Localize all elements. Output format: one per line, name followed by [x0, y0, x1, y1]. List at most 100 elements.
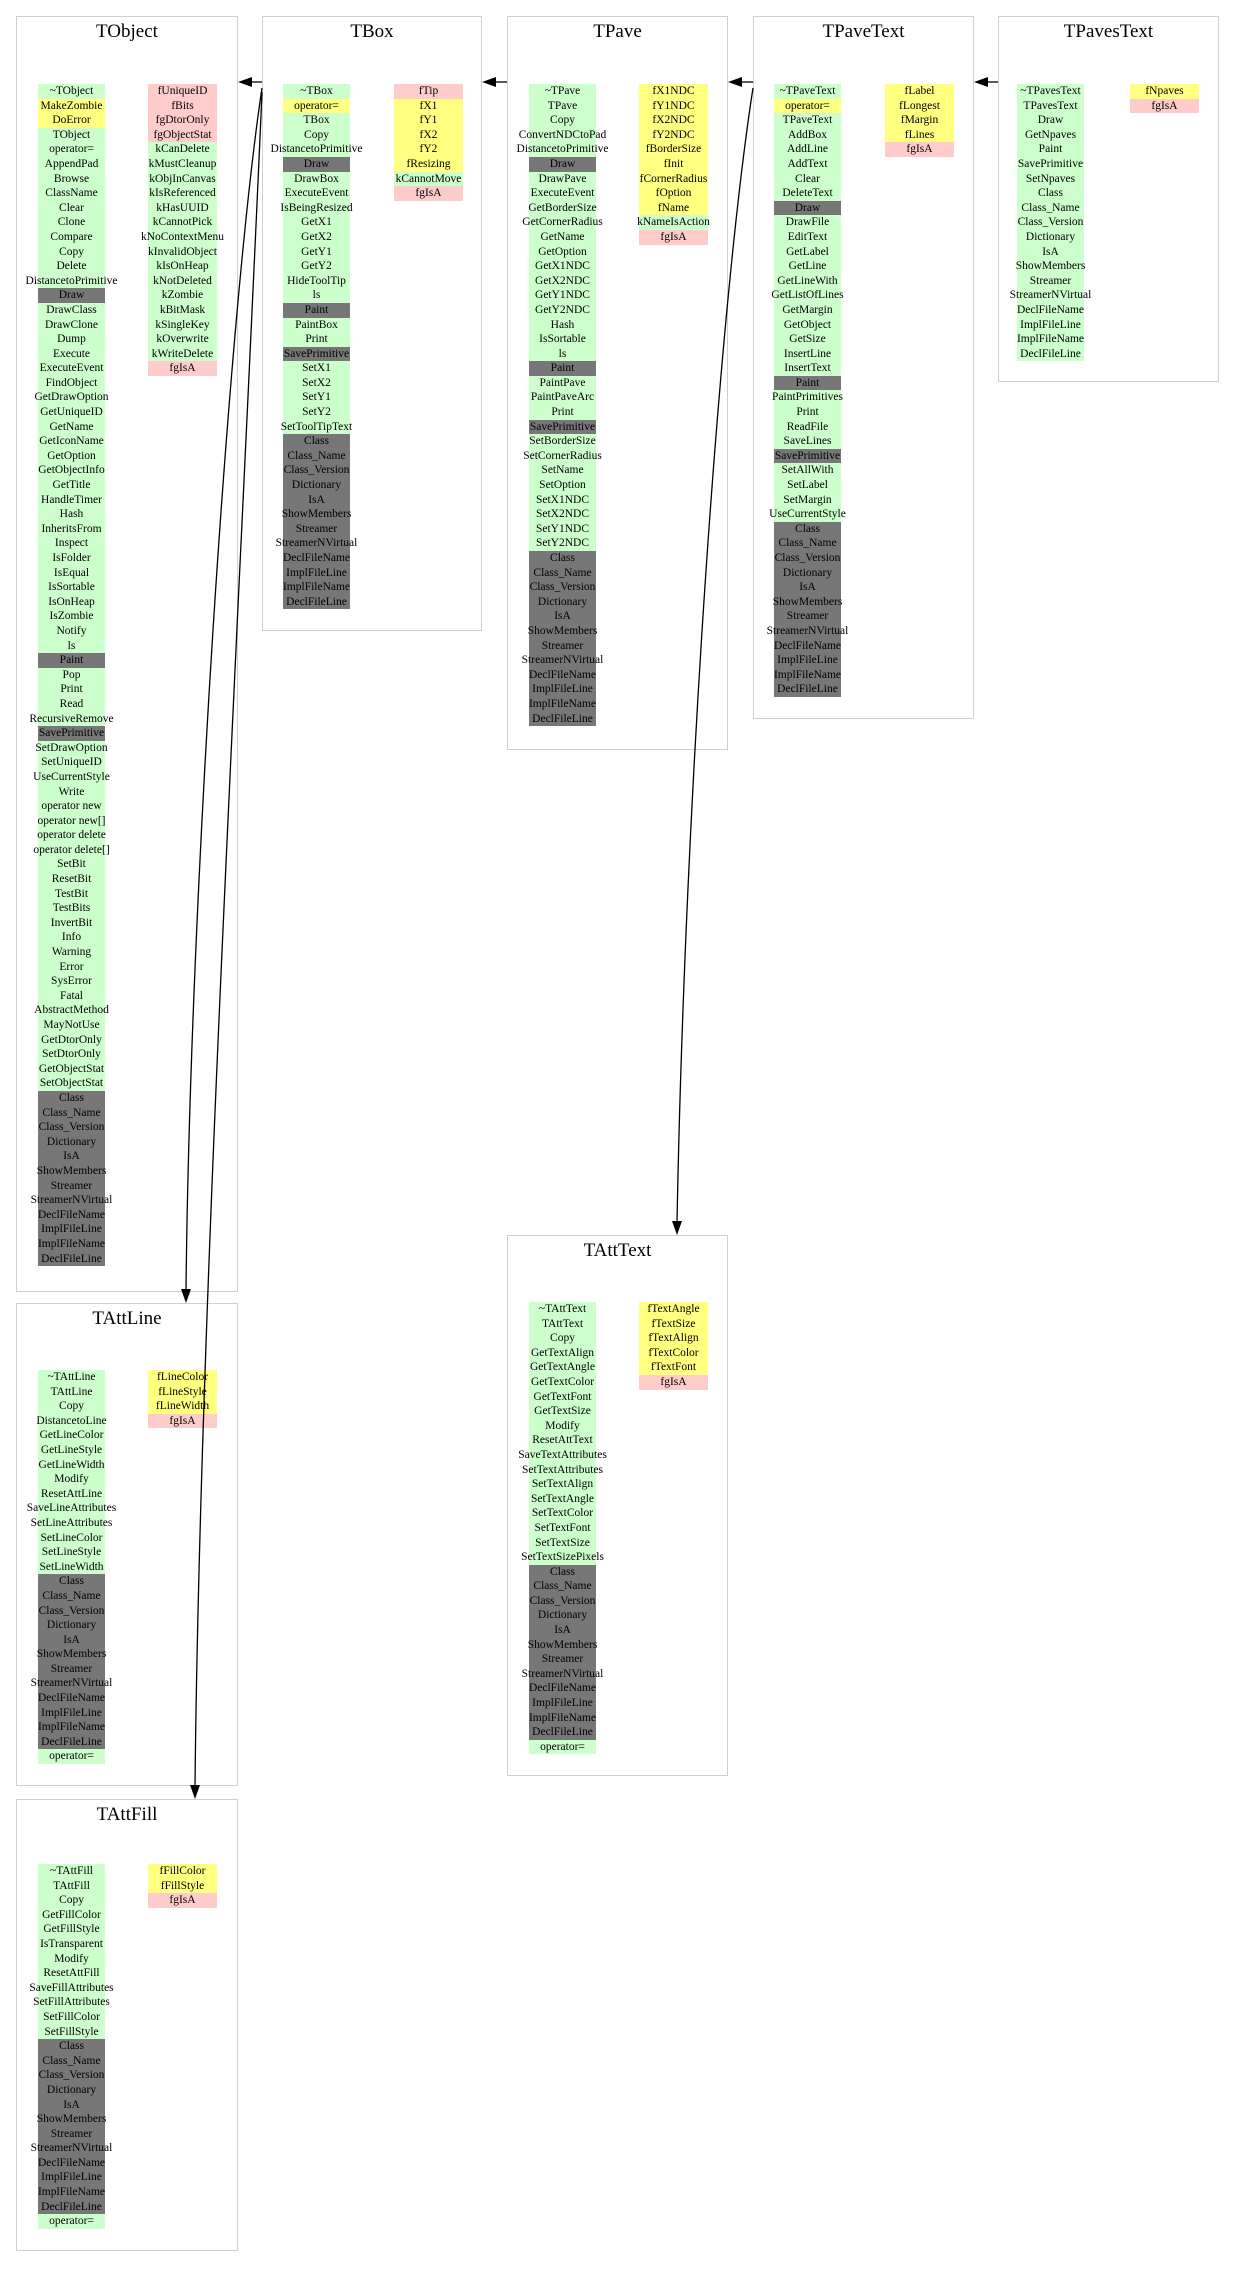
method-item[interactable]: Copy: [38, 1399, 105, 1414]
method-item[interactable]: Streamer: [529, 1652, 596, 1667]
attribute-item[interactable]: fY1NDC: [639, 98, 708, 114]
method-item[interactable]: ~TObject: [38, 84, 105, 99]
method-item[interactable]: DrawPave: [529, 171, 596, 187]
attribute-item[interactable]: fY2: [394, 142, 463, 157]
method-item[interactable]: Streamer: [38, 1661, 105, 1677]
method-item[interactable]: Draw: [774, 200, 841, 216]
attribute-item[interactable]: kIsOnHeap: [148, 259, 217, 274]
method-item[interactable]: Class: [38, 1574, 105, 1589]
method-item[interactable]: SetY2: [283, 405, 350, 420]
method-item[interactable]: Dictionary: [38, 1134, 105, 1150]
method-item[interactable]: ~TPavesText: [1017, 84, 1084, 99]
method-item[interactable]: Class: [283, 434, 350, 449]
method-item[interactable]: GetLineStyle: [38, 1442, 105, 1458]
method-item[interactable]: GetName: [38, 419, 105, 435]
method-item[interactable]: DeclFileLine: [529, 1725, 596, 1740]
method-item[interactable]: Streamer: [38, 2126, 105, 2142]
method-item[interactable]: DeclFileLine: [283, 594, 350, 610]
method-item[interactable]: ImplFileLine: [1017, 317, 1084, 333]
method-item[interactable]: StreamerNVirtual: [31, 1193, 112, 1208]
method-item[interactable]: SetLabel: [774, 478, 841, 493]
method-item[interactable]: IsZombie: [38, 609, 105, 624]
method-item[interactable]: Hash: [529, 317, 596, 333]
method-item[interactable]: SetUniqueID: [38, 755, 105, 770]
method-item[interactable]: Copy: [529, 113, 596, 128]
method-item[interactable]: ImplFileName: [38, 2185, 105, 2200]
method-item[interactable]: Warning: [38, 945, 105, 960]
method-item[interactable]: IsA: [283, 492, 350, 508]
method-item[interactable]: IsA: [529, 1623, 596, 1638]
attribute-item[interactable]: kOverwrite: [148, 332, 217, 347]
method-item[interactable]: Paint: [529, 361, 596, 376]
method-item[interactable]: InheritsFrom: [38, 521, 105, 537]
method-item[interactable]: Info: [38, 930, 105, 946]
method-item[interactable]: ExecuteEvent: [38, 361, 105, 376]
method-item[interactable]: UseCurrentStyle: [33, 769, 110, 785]
method-item[interactable]: Class_Version: [529, 1593, 596, 1609]
method-item[interactable]: StreamerNVirtual: [276, 536, 357, 551]
method-item[interactable]: ~TBox: [283, 84, 350, 99]
method-item[interactable]: GetTextAngle: [529, 1360, 596, 1375]
method-item[interactable]: GetLineColor: [38, 1428, 105, 1443]
method-item[interactable]: Delete: [38, 259, 105, 274]
attribute-item[interactable]: kMustCleanup: [148, 156, 217, 172]
method-item[interactable]: ShowMembers: [37, 2112, 106, 2127]
method-item[interactable]: GetX2: [283, 229, 350, 245]
method-item[interactable]: SetDtorOnly: [38, 1047, 105, 1062]
method-item[interactable]: Error: [38, 959, 105, 975]
method-item[interactable]: IsA: [1017, 244, 1084, 260]
method-item[interactable]: Draw: [529, 156, 596, 172]
attribute-item[interactable]: fgIsA: [148, 1413, 217, 1429]
method-item[interactable]: Class_Name: [529, 565, 596, 581]
method-item[interactable]: PaintPrimitives: [772, 390, 843, 406]
method-item[interactable]: DeclFileName: [38, 1207, 105, 1223]
method-item[interactable]: ImplFileName: [38, 1236, 105, 1252]
method-item[interactable]: DistancetoPrimitive: [26, 273, 118, 289]
method-item[interactable]: GetLabel: [774, 244, 841, 260]
method-item[interactable]: Write: [38, 784, 105, 800]
method-item[interactable]: GetLineWidth: [38, 1457, 105, 1473]
attribute-item[interactable]: fBits: [148, 98, 217, 114]
method-item[interactable]: Class_Name: [38, 2053, 105, 2069]
method-item[interactable]: IsBeingResized: [280, 200, 353, 216]
method-item[interactable]: DrawClass: [38, 302, 105, 318]
method-item[interactable]: ImplFileLine: [283, 565, 350, 581]
method-item[interactable]: Copy: [529, 1331, 596, 1346]
method-item[interactable]: DeclFileLine: [38, 2199, 105, 2215]
method-item[interactable]: Dictionary: [38, 2082, 105, 2098]
method-item[interactable]: SavePrimitive: [774, 448, 841, 464]
method-item[interactable]: TestBits: [38, 901, 105, 916]
method-item[interactable]: ls: [283, 288, 350, 303]
method-item[interactable]: GetDrawOption: [34, 390, 109, 406]
attribute-item[interactable]: fLineColor: [148, 1370, 217, 1385]
method-item[interactable]: Fatal: [38, 988, 105, 1004]
method-item[interactable]: FindObject: [38, 375, 105, 391]
method-item[interactable]: DoError: [38, 113, 105, 128]
attribute-item[interactable]: fX1NDC: [639, 84, 708, 99]
method-item[interactable]: DeclFileName: [38, 1691, 105, 1706]
attribute-item[interactable]: fTextAlign: [639, 1331, 708, 1346]
method-item[interactable]: SetTextFont: [529, 1520, 596, 1536]
attribute-item[interactable]: fTextFont: [639, 1360, 708, 1375]
method-item[interactable]: DeclFileLine: [529, 711, 596, 727]
method-item[interactable]: ClassName: [38, 186, 105, 201]
method-item[interactable]: GetObjectInfo: [38, 463, 105, 479]
method-item[interactable]: ConvertNDCtoPad: [519, 127, 606, 143]
method-item[interactable]: Paint: [283, 302, 350, 318]
method-item[interactable]: Draw: [38, 288, 105, 303]
method-item[interactable]: Print: [774, 405, 841, 420]
method-item[interactable]: Pop: [38, 667, 105, 683]
method-item[interactable]: DeleteText: [774, 186, 841, 201]
method-item[interactable]: Class: [1017, 186, 1084, 201]
method-item[interactable]: ExecuteEvent: [529, 186, 596, 201]
method-item[interactable]: ExecuteEvent: [283, 186, 350, 201]
method-item[interactable]: Draw: [283, 156, 350, 172]
method-item[interactable]: operator delete[]: [33, 842, 110, 858]
method-item[interactable]: ImplFileLine: [38, 2170, 105, 2186]
method-item[interactable]: DistancetoPrimitive: [271, 142, 363, 157]
method-item[interactable]: StreamerNVirtual: [767, 623, 848, 639]
method-item[interactable]: GetY2NDC: [529, 302, 596, 318]
attribute-item[interactable]: kWriteDelete: [148, 346, 217, 362]
method-item[interactable]: GetY1NDC: [529, 288, 596, 303]
method-item[interactable]: SetMargin: [774, 492, 841, 508]
